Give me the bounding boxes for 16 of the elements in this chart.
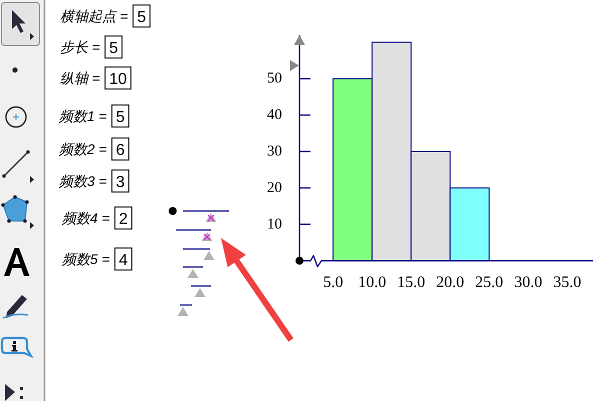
- annotation: 频数3 =: [59, 173, 107, 189]
- annotation: 频数1 =: [59, 108, 107, 124]
- annotation: 5: [116, 108, 125, 126]
- annotation: 10: [109, 70, 127, 88]
- annotation: 频数4 =: [62, 210, 110, 226]
- annotation: 纵轴 =: [60, 70, 100, 86]
- annotation: 步长 =: [60, 39, 100, 55]
- annotation: 频数5 =: [62, 251, 110, 267]
- annotation: 5: [137, 8, 146, 26]
- annotation: 2: [118, 210, 128, 228]
- annotation: 6: [116, 142, 125, 158]
- annotation: 3: [116, 174, 125, 190]
- annotation: 5: [109, 40, 118, 56]
- annotation: 4: [118, 252, 128, 268]
- annotation: 横轴起点 =: [60, 8, 128, 24]
- annotation: 频数2 =: [59, 141, 107, 157]
